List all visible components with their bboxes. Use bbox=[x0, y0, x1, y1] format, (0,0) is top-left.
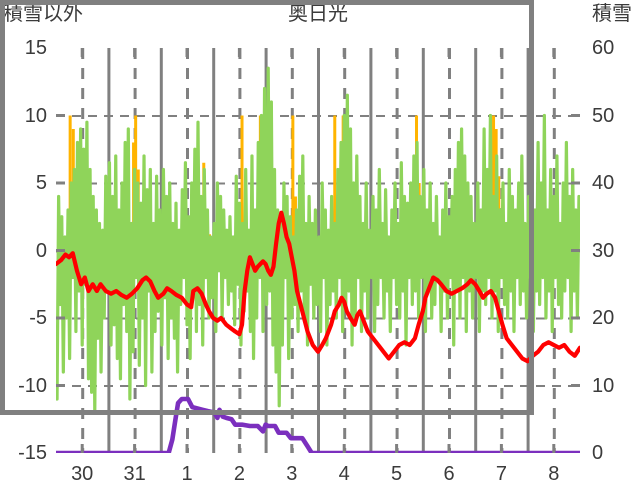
y-tick-left: 15 bbox=[24, 37, 47, 59]
y-tick-right: 20 bbox=[592, 307, 615, 329]
x-tick: 30 bbox=[71, 463, 94, 485]
x-tick: 5 bbox=[391, 463, 403, 485]
y-tick-left: 5 bbox=[35, 172, 47, 194]
red-series-line bbox=[56, 210, 580, 364]
x-tick: 7 bbox=[495, 463, 507, 485]
y-tick-right: 40 bbox=[592, 172, 615, 194]
y-tick-right: 0 bbox=[592, 442, 604, 464]
x-tick: 6 bbox=[443, 463, 455, 485]
x-tick: 3 bbox=[286, 463, 298, 485]
orange-bar bbox=[291, 115, 295, 251]
green-series-line bbox=[56, 66, 580, 415]
y-tick-right: 60 bbox=[592, 37, 615, 59]
chart-canvas bbox=[56, 48, 580, 453]
y-tick-right: 30 bbox=[592, 239, 615, 262]
right-axis-title: 積雪 bbox=[592, 3, 632, 25]
x-tick: 1 bbox=[181, 463, 193, 485]
plot-area[interactable] bbox=[51, 43, 585, 458]
orange-bar bbox=[240, 115, 244, 251]
y-tick-left: -5 bbox=[29, 307, 47, 329]
x-tick: 8 bbox=[548, 463, 560, 485]
x-tick: 4 bbox=[338, 463, 350, 485]
y-tick-right: 10 bbox=[592, 374, 615, 397]
left-axis-title: 積雪以外 bbox=[3, 3, 83, 25]
x-tick: 31 bbox=[123, 463, 146, 485]
y-tick-left: 10 bbox=[24, 104, 47, 127]
x-tick: 2 bbox=[233, 463, 245, 485]
page-title: 奥日光 bbox=[288, 3, 348, 25]
orange-bar bbox=[333, 115, 337, 251]
y-tick-left: 0 bbox=[35, 239, 47, 262]
purple-series-line bbox=[56, 396, 580, 453]
y-tick-right: 50 bbox=[592, 104, 615, 127]
y-tick-left: -15 bbox=[18, 442, 47, 464]
y-tick-left: -10 bbox=[18, 374, 47, 397]
orange-bar bbox=[492, 115, 496, 251]
